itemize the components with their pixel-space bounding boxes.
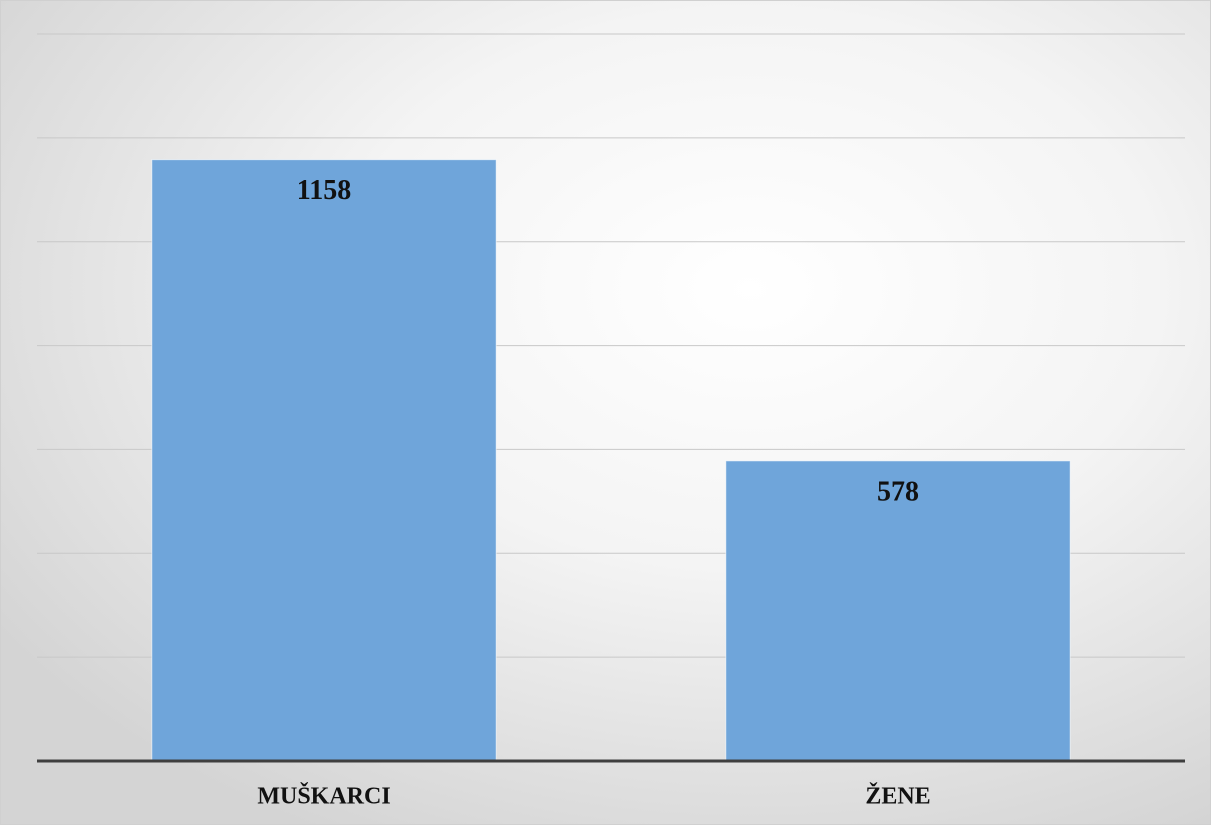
x-tick-label: ŽENE: [865, 783, 930, 810]
bar: [151, 159, 497, 762]
data-label: 1158: [297, 175, 351, 206]
data-label: 578: [877, 476, 919, 507]
bar: [725, 460, 1071, 762]
x-tick-label: MUŠKARCI: [257, 783, 390, 810]
